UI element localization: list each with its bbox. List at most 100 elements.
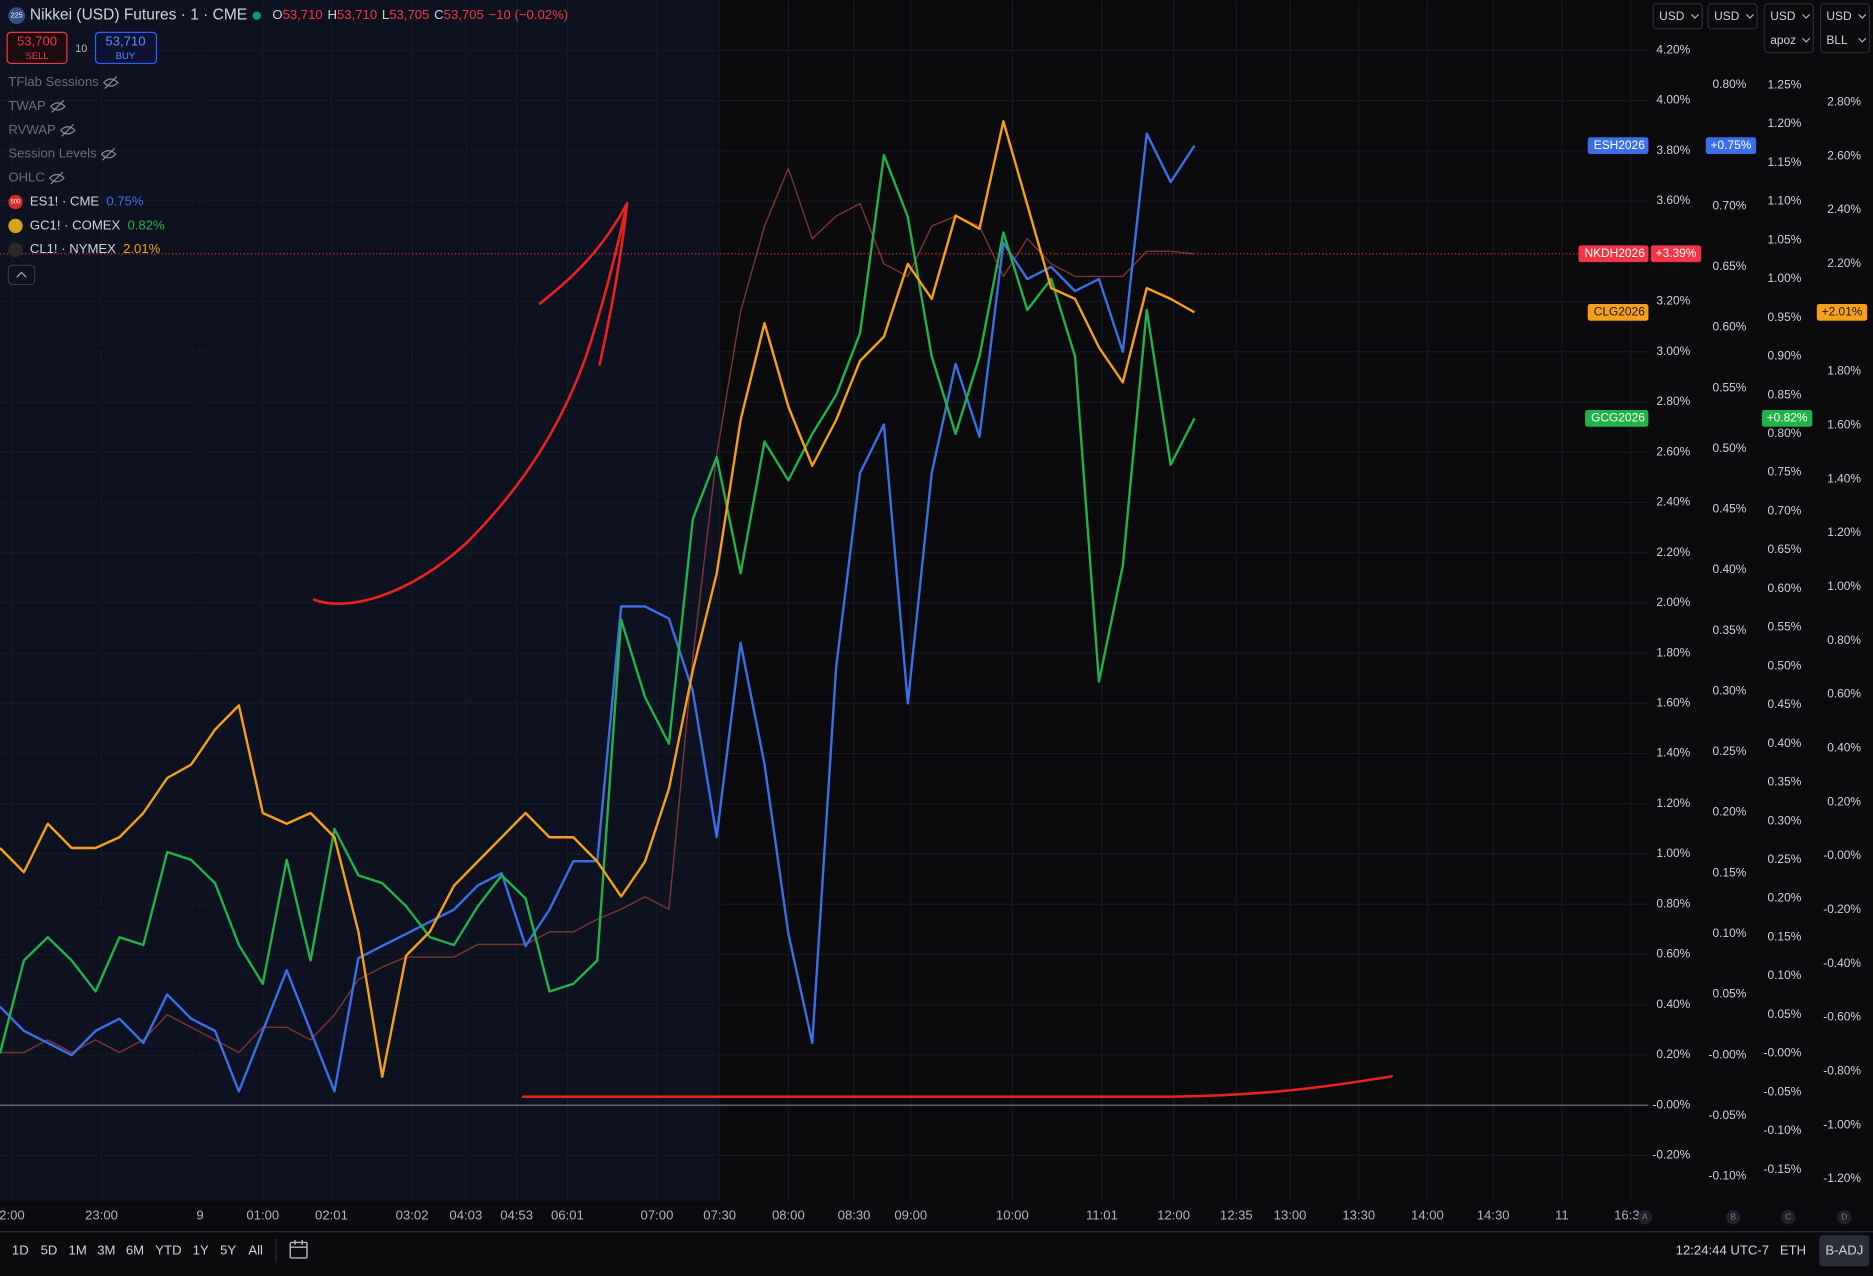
legend-symbol: CL1! · NYMEX xyxy=(30,241,116,256)
timeframe-button[interactable]: 1M xyxy=(69,1242,87,1257)
x-tick-label: 23:00 xyxy=(85,1208,118,1223)
timeframe-button[interactable]: 5D xyxy=(41,1242,58,1257)
legend-icon xyxy=(8,242,23,257)
last-value-label: +2.01% xyxy=(1822,305,1863,319)
y-tick-label: 0.20% xyxy=(1767,891,1801,905)
timeframe-button[interactable]: 5Y xyxy=(220,1242,236,1257)
hidden-eye-icon[interactable] xyxy=(60,123,76,137)
indicator-name: Session Levels xyxy=(8,146,97,161)
y-tick-label: 2.60% xyxy=(1656,444,1690,458)
y-tick-label: 1.20% xyxy=(1827,525,1861,539)
collapse-button[interactable] xyxy=(7,264,36,286)
timeframe-button[interactable]: 1Y xyxy=(193,1242,209,1257)
last-value-label: +0.75% xyxy=(1711,138,1752,152)
hidden-eye-icon[interactable] xyxy=(100,147,117,161)
y-tick-label: 2.00% xyxy=(1656,595,1690,609)
y-tick-label: 0.20% xyxy=(1827,794,1861,808)
timeframe-button[interactable]: All xyxy=(248,1242,263,1257)
y-tick-label: -0.05% xyxy=(1764,1084,1802,1098)
sell-button[interactable] xyxy=(6,31,68,65)
ohlc-key: H xyxy=(328,7,337,22)
y-tick-label: 0.40% xyxy=(1767,736,1801,750)
scale-unit: BLL xyxy=(1826,33,1848,47)
last-value-tag xyxy=(1650,245,1702,263)
axis-button[interactable] xyxy=(1726,1210,1741,1225)
last-value-label: +3.39% xyxy=(1656,246,1697,260)
y-tick-label: -1.00% xyxy=(1823,1117,1861,1131)
y-tick-label: -0.05% xyxy=(1709,1108,1747,1122)
badj-button[interactable] xyxy=(1819,1235,1870,1267)
y-tick-label: 3.00% xyxy=(1656,344,1690,358)
buy-price: 53,710 xyxy=(105,33,145,48)
axis-button-label: C xyxy=(1785,1212,1791,1222)
scale-button[interactable] xyxy=(1652,3,1703,30)
timeframe-button[interactable]: YTD xyxy=(155,1242,181,1257)
legend-icon xyxy=(8,194,23,210)
y-tick-label: 0.40% xyxy=(1827,741,1861,755)
y-tick-label: 0.25% xyxy=(1713,744,1747,758)
ohlc-change: −10 (−0.02%) xyxy=(489,7,569,22)
timeframe-button[interactable]: 6M xyxy=(126,1242,144,1257)
x-tick-label: 04:53 xyxy=(500,1208,533,1223)
y-tick-label: -0.10% xyxy=(1764,1123,1802,1137)
scale-button[interactable] xyxy=(1763,3,1814,54)
series-name: ESH2026 xyxy=(1594,138,1645,152)
series-name-tag xyxy=(1578,245,1649,263)
y-tick-label: -0.80% xyxy=(1823,1064,1861,1078)
y-tick-label: 3.60% xyxy=(1656,193,1690,207)
axis-button[interactable] xyxy=(1637,1210,1653,1225)
symbol-icon-text: 225 xyxy=(11,12,23,20)
scale-button[interactable] xyxy=(1819,3,1871,54)
indicator-name: RVWAP xyxy=(8,122,56,137)
y-tick-label: 0.90% xyxy=(1767,349,1801,363)
y-tick-label: 1.80% xyxy=(1827,364,1861,378)
y-tick-label: -0.15% xyxy=(1764,1162,1802,1176)
x-tick-label: 11:01 xyxy=(1086,1208,1118,1223)
axis-button[interactable] xyxy=(1837,1210,1852,1225)
legend-icon xyxy=(8,218,23,234)
hidden-eye-icon[interactable] xyxy=(50,100,66,113)
buy-button[interactable] xyxy=(94,31,158,65)
y-tick-label: 1.10% xyxy=(1767,194,1801,208)
axis-button[interactable] xyxy=(1781,1210,1796,1225)
adjustment-label: B-ADJ xyxy=(1825,1242,1863,1257)
legend-value: 0.75% xyxy=(106,193,144,208)
calendar-icon[interactable] xyxy=(289,1240,308,1259)
series-line xyxy=(0,167,1195,1054)
last-value-label: +0.82% xyxy=(1767,411,1808,425)
y-tick-label: 0.95% xyxy=(1767,310,1801,324)
hidden-eye-icon[interactable] xyxy=(103,76,119,89)
axis-button-label: B xyxy=(1730,1212,1736,1222)
y-tick-label: 0.35% xyxy=(1767,775,1801,789)
y-tick-label: 1.00% xyxy=(1827,579,1861,593)
scale-button[interactable] xyxy=(1707,3,1758,30)
hidden-eye-icon[interactable] xyxy=(49,171,65,185)
y-tick-label: 0.05% xyxy=(1767,1007,1801,1021)
y-tick-label: 0.80% xyxy=(1713,77,1747,91)
ohlc-value: 53,710 xyxy=(283,7,323,22)
y-tick-label: 0.85% xyxy=(1767,387,1801,401)
plot-area xyxy=(0,0,1649,1201)
y-tick-label: 0.15% xyxy=(1713,865,1747,879)
ohlc-value: 53,705 xyxy=(444,7,484,22)
y-tick-label: -0.00% xyxy=(1652,1097,1690,1111)
quantity: 10 xyxy=(75,43,87,55)
timeframe-button[interactable]: 1D xyxy=(12,1242,29,1257)
y-tick-label: 0.80% xyxy=(1827,633,1861,647)
y-tick-label: 2.80% xyxy=(1656,394,1690,408)
ohlc-key: L xyxy=(382,7,389,22)
y-tick-label: -0.20% xyxy=(1652,1148,1690,1162)
series-line xyxy=(0,120,1196,1078)
x-tick-label: 2:00 xyxy=(0,1208,25,1223)
x-tick-label: 10:00 xyxy=(996,1208,1029,1223)
y-tick-label: 2.80% xyxy=(1827,95,1861,109)
y-tick-label: 0.55% xyxy=(1713,380,1747,394)
y-tick-label: 1.00% xyxy=(1767,271,1801,285)
y-tick-label: -0.60% xyxy=(1823,1010,1861,1024)
session-button[interactable]: ETH xyxy=(1780,1242,1806,1257)
timeframe-button[interactable]: 3M xyxy=(97,1242,115,1257)
ohlc-value: 53,705 xyxy=(389,7,429,22)
scale-unit: apoz xyxy=(1770,33,1796,47)
legend-value: 2.01% xyxy=(123,241,161,256)
y-tick-label: 3.20% xyxy=(1656,294,1690,308)
